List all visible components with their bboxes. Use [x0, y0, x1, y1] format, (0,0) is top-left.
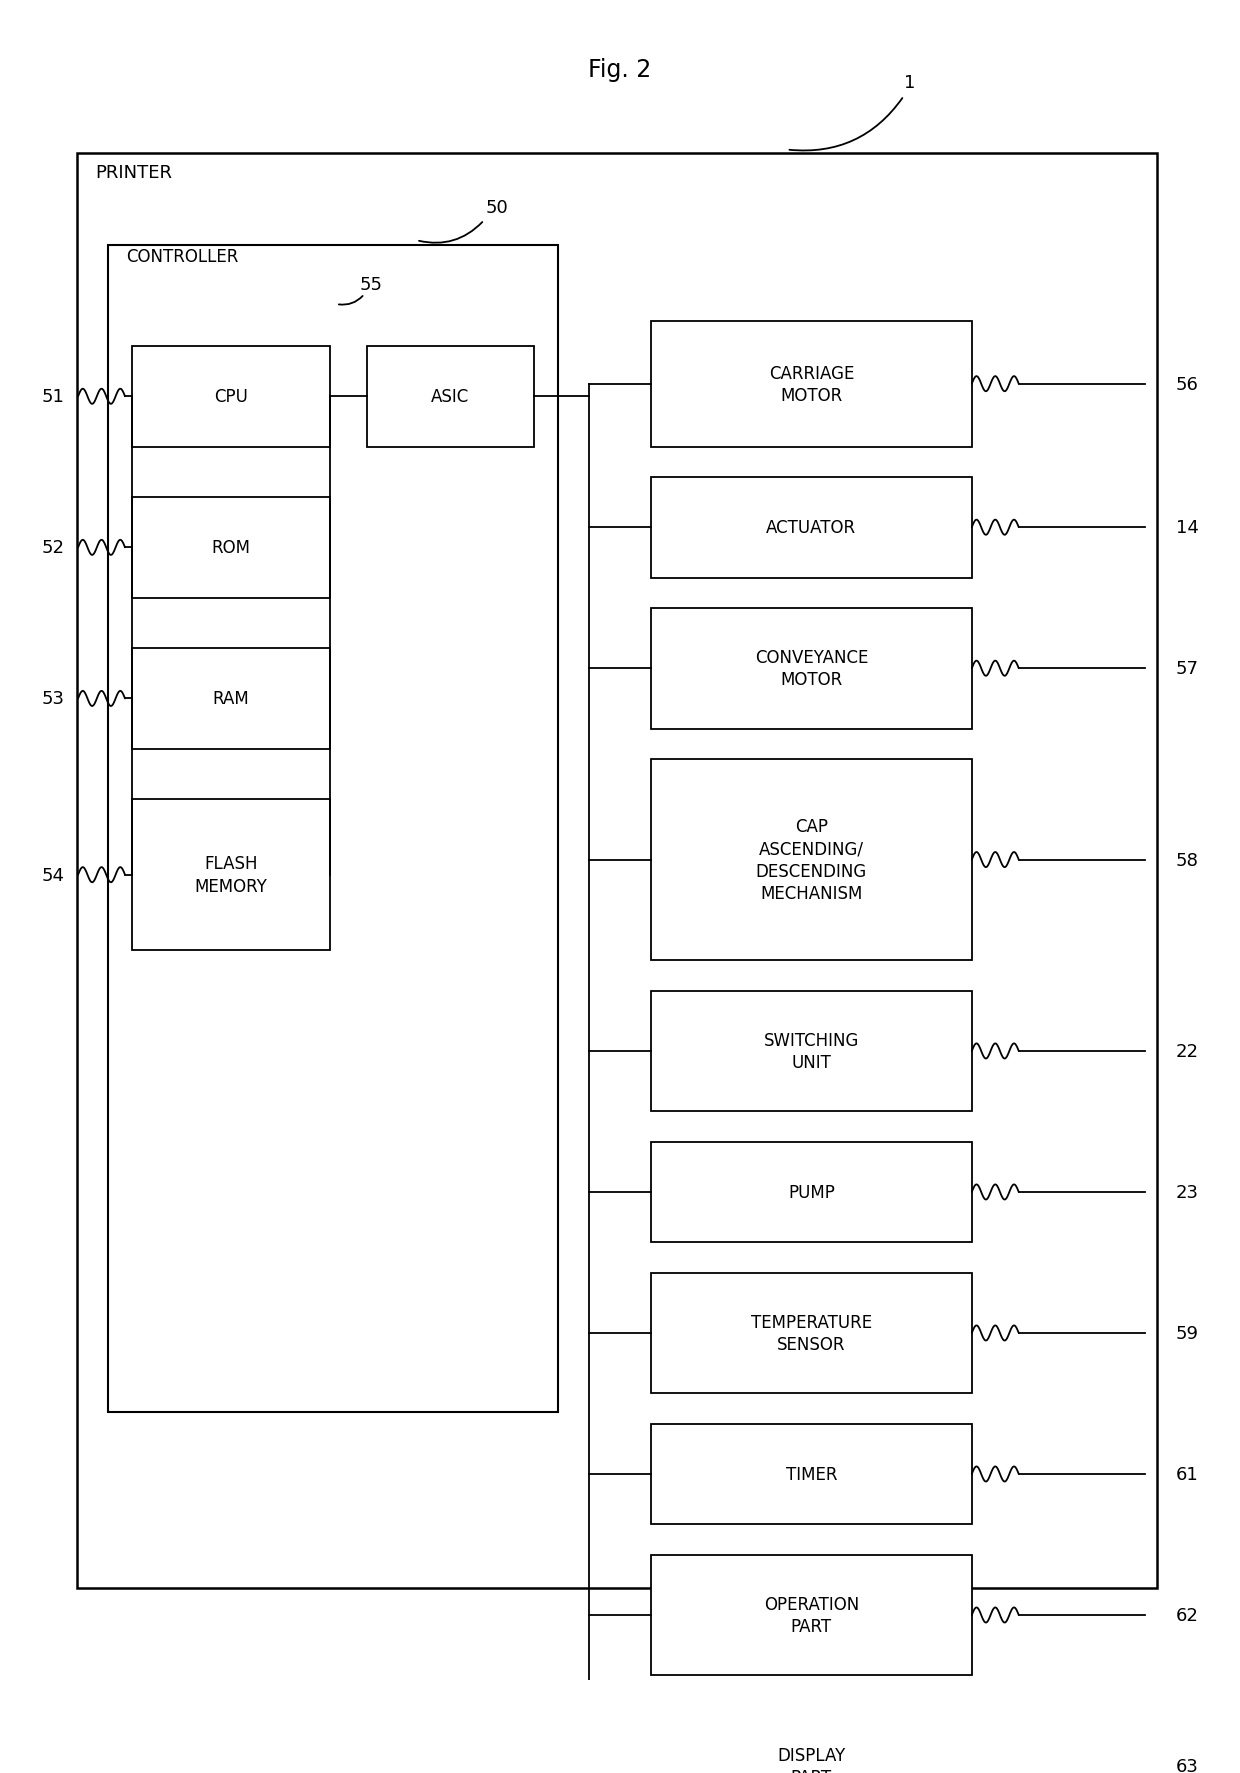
Text: 59: 59 — [1176, 1324, 1199, 1342]
Text: ACTUATOR: ACTUATOR — [766, 519, 857, 537]
Text: 1: 1 — [904, 74, 916, 92]
Text: 51: 51 — [42, 388, 64, 406]
Bar — [651, 1555, 972, 1675]
Bar — [651, 477, 972, 578]
Bar — [651, 1273, 972, 1394]
Bar — [133, 348, 330, 447]
Text: ROM: ROM — [212, 539, 250, 557]
Text: FLASH
MEMORY: FLASH MEMORY — [195, 855, 268, 895]
Text: 62: 62 — [1176, 1606, 1198, 1624]
Text: 61: 61 — [1176, 1464, 1198, 1484]
Text: 50: 50 — [485, 199, 508, 216]
Bar — [651, 608, 972, 729]
Text: CPU: CPU — [215, 388, 248, 406]
Text: CONTROLLER: CONTROLLER — [126, 248, 238, 266]
Text: 55: 55 — [360, 275, 382, 294]
Text: 63: 63 — [1176, 1757, 1198, 1773]
Bar — [651, 1706, 972, 1773]
Text: 57: 57 — [1176, 660, 1199, 677]
Text: RAM: RAM — [213, 690, 249, 707]
Text: 58: 58 — [1176, 851, 1198, 869]
Text: CARRIAGE
MOTOR: CARRIAGE MOTOR — [769, 365, 854, 404]
Text: CAP
ASCENDING/
DESCENDING
MECHANISM: CAP ASCENDING/ DESCENDING MECHANISM — [755, 817, 867, 902]
Text: 23: 23 — [1176, 1183, 1199, 1202]
Text: CONVEYANCE
MOTOR: CONVEYANCE MOTOR — [755, 649, 868, 690]
Bar — [77, 154, 1157, 1589]
Text: TIMER: TIMER — [786, 1464, 837, 1484]
Text: 14: 14 — [1176, 519, 1198, 537]
Bar — [651, 991, 972, 1112]
Bar — [651, 1424, 972, 1525]
Text: DISPLAY
PART: DISPLAY PART — [777, 1746, 846, 1773]
Text: 53: 53 — [41, 690, 64, 707]
Bar — [651, 321, 972, 447]
Text: 52: 52 — [41, 539, 64, 557]
Bar — [133, 498, 330, 598]
Bar — [651, 759, 972, 961]
Text: ASIC: ASIC — [432, 388, 470, 406]
Bar — [108, 246, 558, 1411]
Bar — [133, 800, 330, 950]
Text: OPERATION
PART: OPERATION PART — [764, 1596, 859, 1635]
Text: Fig. 2: Fig. 2 — [588, 59, 652, 82]
Text: PUMP: PUMP — [787, 1183, 835, 1202]
Text: 54: 54 — [41, 867, 64, 885]
Text: 56: 56 — [1176, 376, 1198, 394]
Text: PRINTER: PRINTER — [95, 165, 172, 183]
Text: TEMPERATURE
SENSOR: TEMPERATURE SENSOR — [750, 1314, 872, 1353]
Text: 22: 22 — [1176, 1043, 1199, 1060]
Bar — [367, 348, 533, 447]
Bar — [133, 649, 330, 750]
Text: SWITCHING
UNIT: SWITCHING UNIT — [764, 1032, 859, 1071]
Bar — [651, 1142, 972, 1243]
